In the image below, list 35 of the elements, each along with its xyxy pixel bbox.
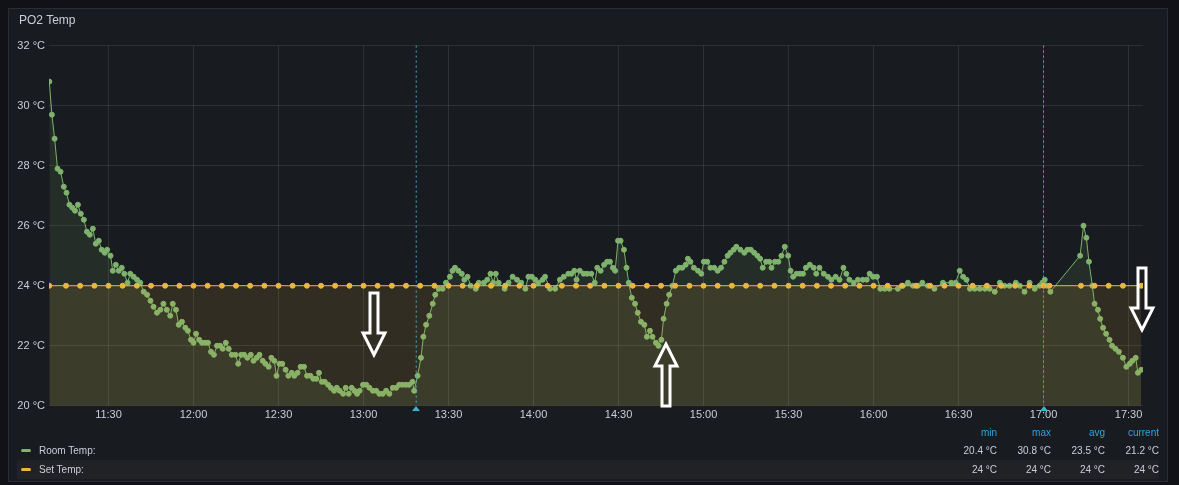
x-tick-label: 16:00 [859,408,888,421]
y-tick-label: 24 °C [17,278,46,291]
y-tick-label: 22 °C [17,338,46,351]
chart-title: PO2 Temp [19,13,76,27]
x-tick-label: 11:30 [95,408,122,421]
legend-label: Room Temp: [39,445,97,456]
text: 24 °C [1132,464,1159,475]
text: 24 °C [1024,464,1051,475]
text: 23.5 °C [1070,445,1105,456]
y-tick-label: 20 °C [17,398,46,411]
x-tick-label: 16:30 [944,408,973,421]
legend-label: Set Temp: [39,464,85,475]
text: 24 °C [1078,464,1105,475]
y-tick-label: 32 °C [17,38,46,51]
x-tick-label: 15:30 [774,408,803,421]
x-tick-label: 15:00 [689,408,718,421]
x-tick-label: 13:00 [349,408,378,421]
text: 20.4 °C [962,445,997,456]
x-tick-label: 12:30 [264,408,293,421]
x-tick-label: 13:30 [434,408,463,421]
text: 24 °C [970,464,997,475]
x-tick-label: 14:30 [604,408,633,421]
text: min [979,426,997,438]
x-tick-label: 17:30 [1114,408,1143,421]
text: 30.8 °C [1016,445,1051,456]
y-tick-label: 28 °C [17,158,46,171]
x-tick-label: 12:00 [179,408,208,421]
y-tick-label: 30 °C [17,98,46,111]
text: max [1031,426,1051,438]
text: 21.2 °C [1124,445,1159,456]
x-tick-label: 14:00 [519,408,548,421]
text: current [1126,426,1159,438]
x-tick-label: 17:00 [1029,408,1058,421]
text: avg [1087,426,1105,438]
y-tick-label: 26 °C [17,218,46,231]
